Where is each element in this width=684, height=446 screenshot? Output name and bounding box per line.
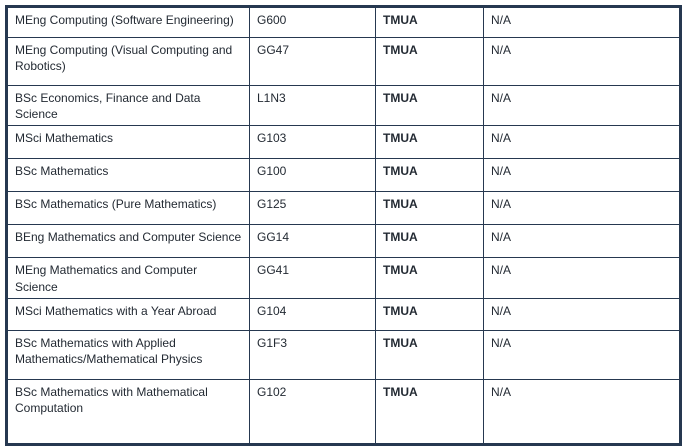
- course-cell: BSc Economics, Finance and Data Science: [6, 84, 250, 127]
- code-cell: G1F3: [249, 329, 376, 380]
- code-cell: GG14: [249, 224, 376, 259]
- course-cell: MEng Computing (Software Engineering): [6, 6, 250, 38]
- requirement-cell: N/A: [483, 37, 681, 86]
- requirement-cell: N/A: [483, 158, 681, 193]
- requirement-cell: N/A: [483, 191, 681, 226]
- table-row: MEng Computing (Software Engineering) G6…: [6, 6, 681, 38]
- table-row: BSc Mathematics (Pure Mathematics) G125 …: [6, 191, 681, 226]
- test-cell: TMUA: [375, 191, 484, 226]
- test-cell: TMUA: [375, 6, 484, 38]
- code-cell: L1N3: [249, 84, 376, 127]
- course-cell: MEng Computing (Visual Computing and Rob…: [6, 37, 250, 86]
- table-row: MSci Mathematics G103 TMUA N/A: [6, 125, 681, 160]
- requirement-cell: N/A: [483, 329, 681, 380]
- table-row: MSci Mathematics with a Year Abroad G104…: [6, 297, 681, 331]
- code-cell: G104: [249, 297, 376, 331]
- course-cell: BSc Mathematics: [6, 158, 250, 193]
- table-row: BSc Mathematics G100 TMUA N/A: [6, 158, 681, 193]
- table-row: BEng Mathematics and Computer Science GG…: [6, 224, 681, 259]
- code-cell: G125: [249, 191, 376, 226]
- requirement-cell: N/A: [483, 6, 681, 38]
- test-cell: TMUA: [375, 378, 484, 445]
- code-cell: GG47: [249, 37, 376, 86]
- course-cell: MSci Mathematics: [6, 125, 250, 160]
- course-cell: MSci Mathematics with a Year Abroad: [6, 297, 250, 331]
- course-cell: MEng Mathematics and Computer Science: [6, 257, 250, 299]
- requirement-cell: N/A: [483, 224, 681, 259]
- code-cell: G100: [249, 158, 376, 193]
- course-table: MEng Computing (Software Engineering) G6…: [5, 5, 682, 446]
- test-cell: TMUA: [375, 224, 484, 259]
- course-cell: BSc Mathematics with Mathematical Comput…: [6, 378, 250, 445]
- test-cell: TMUA: [375, 158, 484, 193]
- test-cell: TMUA: [375, 84, 484, 127]
- code-cell: GG41: [249, 257, 376, 299]
- requirement-cell: N/A: [483, 257, 681, 299]
- code-cell: G102: [249, 378, 376, 445]
- requirement-cell: N/A: [483, 125, 681, 160]
- table-row: BSc Economics, Finance and Data Science …: [6, 84, 681, 127]
- requirement-cell: N/A: [483, 84, 681, 127]
- course-cell: BSc Mathematics (Pure Mathematics): [6, 191, 250, 226]
- table-row: MEng Mathematics and Computer Science GG…: [6, 257, 681, 299]
- page: MEng Computing (Software Engineering) G6…: [5, 5, 682, 446]
- code-cell: G103: [249, 125, 376, 160]
- table-row: MEng Computing (Visual Computing and Rob…: [6, 37, 681, 86]
- course-cell: BEng Mathematics and Computer Science: [6, 224, 250, 259]
- test-cell: TMUA: [375, 37, 484, 86]
- course-cell: BSc Mathematics with Applied Mathematics…: [6, 329, 250, 380]
- table-row: BSc Mathematics with Applied Mathematics…: [6, 329, 681, 380]
- requirement-cell: N/A: [483, 378, 681, 445]
- table-row: BSc Mathematics with Mathematical Comput…: [6, 378, 681, 445]
- test-cell: TMUA: [375, 125, 484, 160]
- test-cell: TMUA: [375, 257, 484, 299]
- test-cell: TMUA: [375, 297, 484, 331]
- requirement-cell: N/A: [483, 297, 681, 331]
- test-cell: TMUA: [375, 329, 484, 380]
- code-cell: G600: [249, 6, 376, 38]
